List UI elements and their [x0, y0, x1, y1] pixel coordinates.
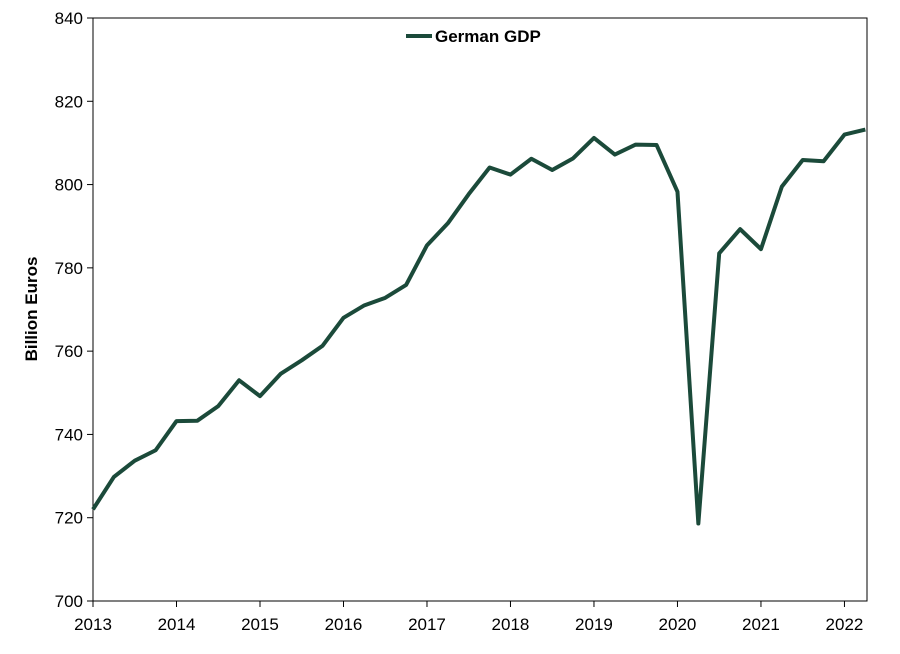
y-tick-label: 820: [55, 92, 83, 111]
x-tick-label: 2016: [325, 615, 363, 634]
y-tick-label: 800: [55, 176, 83, 195]
x-tick-label: 2022: [826, 615, 864, 634]
x-tick-label: 2018: [492, 615, 530, 634]
x-tick-label: 2020: [659, 615, 697, 634]
x-tick-label: 2015: [241, 615, 279, 634]
x-tick-label: 2019: [575, 615, 613, 634]
plot-frame: [92, 17, 868, 602]
y-tick-label: 780: [55, 259, 83, 278]
y-axis-title: Billion Euros: [22, 257, 41, 362]
legend-label-german-gdp: German GDP: [435, 27, 541, 46]
x-tick-label: 2021: [742, 615, 780, 634]
y-tick-label: 760: [55, 342, 83, 361]
series-line-german-gdp: [91, 127, 866, 526]
x-axis: 2013 2014 2015 2016 2017 2018 2019 2020 2021 2022: [74, 601, 863, 634]
x-tick-label: 2014: [158, 615, 196, 634]
x-tick-label: 2017: [408, 615, 446, 634]
y-tick-label: 840: [55, 9, 83, 28]
y-tick-label: 720: [55, 509, 83, 528]
y-tick-label: 700: [55, 592, 83, 611]
y-axis: 700 720 740 760 780 800 820 840: [55, 9, 93, 611]
x-tick-label: 2013: [74, 615, 112, 634]
legend: German GDP: [406, 27, 541, 46]
y-tick-label: 740: [55, 425, 83, 444]
plot-area: [91, 17, 868, 602]
